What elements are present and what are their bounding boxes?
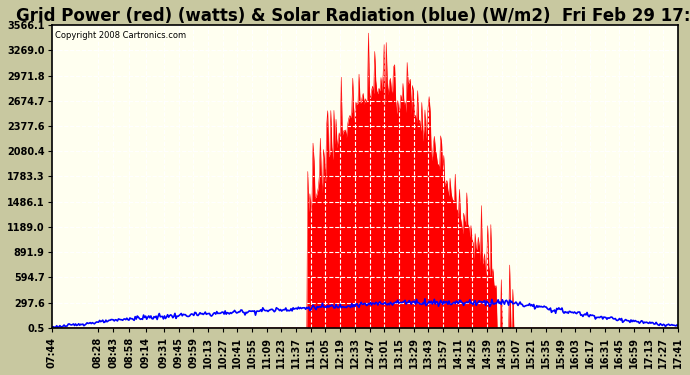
Text: Copyright 2008 Cartronics.com: Copyright 2008 Cartronics.com bbox=[55, 31, 186, 40]
Title: Grid Power (red) (watts) & Solar Radiation (blue) (W/m2)  Fri Feb 29 17:42: Grid Power (red) (watts) & Solar Radiati… bbox=[16, 7, 690, 25]
